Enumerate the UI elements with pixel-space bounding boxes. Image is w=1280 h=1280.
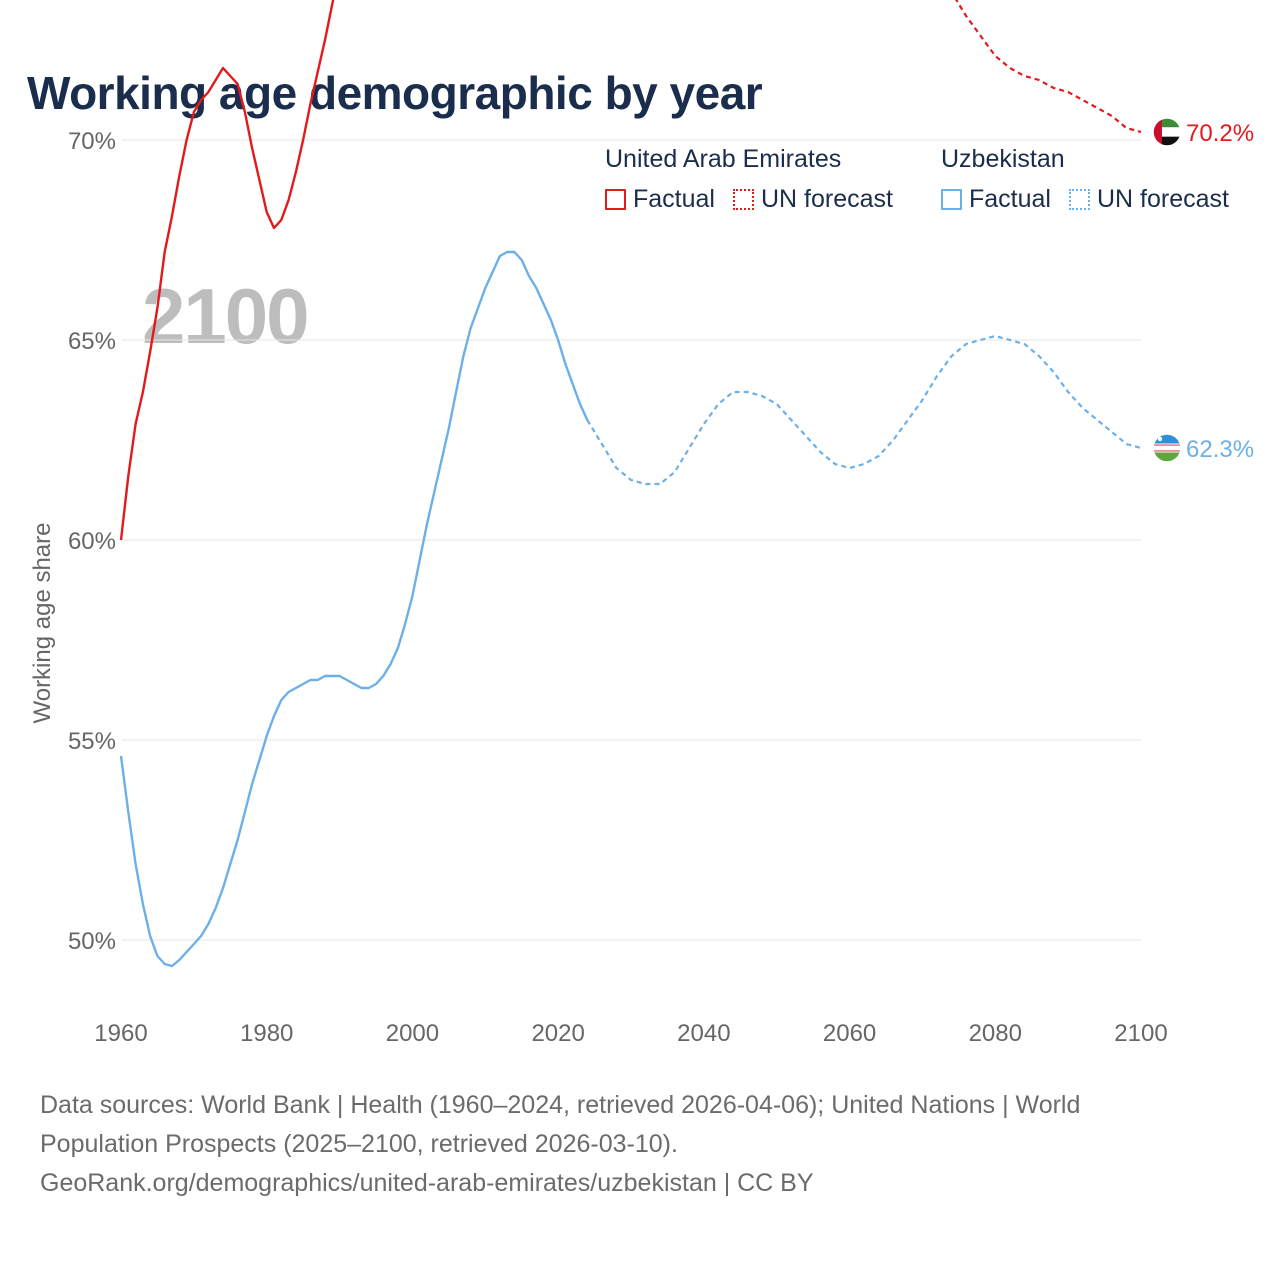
series-lines — [119, 0, 1142, 968]
legend-group-uzbekistan: Uzbekistan Factual UN forecast — [941, 144, 1229, 212]
uae-flag-icon — [1152, 117, 1182, 147]
y-tick-label-60: 60% — [68, 528, 116, 555]
legend-country-uae: United Arab Emirates — [605, 145, 842, 173]
footer-sources: Data sources: World Bank | Health (1960–… — [40, 1086, 1240, 1203]
y-tick-label-55: 55% — [68, 728, 116, 755]
legend-swatch-uae-factual[interactable] — [605, 188, 626, 210]
legend-label-uae-factual: Factual — [633, 185, 715, 213]
x-tick-label-2080: 2080 — [969, 1020, 1022, 1047]
series-line-uae-factual[interactable] — [119, 0, 529, 541]
legend-group-uae: United Arab Emirates Factual UN forecast — [605, 144, 911, 212]
footer-line-2: Population Prospects (2025–2100, retriev… — [40, 1130, 678, 1158]
legend-swatch-uzbekistan-forecast[interactable] — [1068, 188, 1090, 210]
series-line-uzbekistan-forecast[interactable] — [586, 334, 1142, 486]
end-value-label-uae: 70.2% — [1186, 120, 1254, 147]
x-tick-label-2000: 2000 — [386, 1020, 439, 1047]
y-axis-ticks: 50%55%60%65%70%75%80% — [68, 128, 116, 955]
end-value-label-uzbekistan: 62.3% — [1186, 436, 1254, 463]
y-tick-label-65: 65% — [68, 328, 116, 355]
footer-line-3: GeoRank.org/demographics/united-arab-emi… — [40, 1169, 814, 1197]
y-tick-label-50: 50% — [68, 928, 116, 955]
end-markers: 70.2% 62.3% — [1152, 117, 1254, 463]
x-axis-ticks: 1960 1980 2000 2020 2040 2060 2080 2100 — [94, 1020, 1167, 1047]
uzbekistan-flag-icon — [1152, 433, 1182, 463]
x-tick-label-1960: 1960 — [94, 1020, 147, 1047]
chart-title: Working age demographic by year — [27, 67, 763, 119]
line-chart: 2100 50%55%60%65%70%75%80% 1960198020002… — [29, 0, 1254, 1047]
series-line-uzbekistan-factual[interactable] — [119, 250, 589, 968]
x-tick-label-2060: 2060 — [823, 1020, 876, 1047]
legend-label-uzbekistan-factual: Factual — [969, 185, 1051, 213]
x-tick-label-2020: 2020 — [531, 1020, 584, 1047]
legend-label-uzbekistan-forecast: UN forecast — [1096, 185, 1229, 213]
legend-swatch-uae-forecast[interactable] — [732, 188, 754, 210]
footer-line-1: Data sources: World Bank | Health (1960–… — [40, 1091, 1081, 1119]
x-tick-label-2040: 2040 — [677, 1020, 730, 1047]
y-tick-label-70: 70% — [68, 128, 116, 155]
legend-country-uzbekistan: Uzbekistan — [941, 145, 1065, 173]
y-axis-label: Working age share — [29, 523, 56, 724]
legend-label-uae-forecast: UN forecast — [760, 185, 893, 213]
x-tick-label-2100: 2100 — [1114, 1020, 1167, 1047]
legend-swatch-uzbekistan-factual[interactable] — [941, 188, 962, 210]
year-watermark: 2100 — [142, 272, 308, 360]
grid-lines — [121, 139, 1141, 941]
x-tick-label-1980: 1980 — [240, 1020, 293, 1047]
series-line-uae-forecast[interactable] — [587, 0, 1142, 134]
